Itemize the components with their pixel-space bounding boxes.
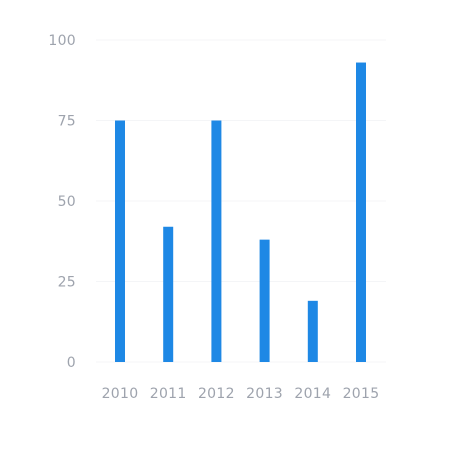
- y-tick-label-50: 50: [58, 194, 76, 210]
- bar-2012[interactable]: [211, 120, 222, 363]
- x-axis: 2010 2011 2012 2013 2014 2015: [102, 386, 380, 402]
- bar-2013[interactable]: [259, 239, 270, 362]
- y-axis: 0 25 50 75 100: [48, 33, 76, 371]
- bar-2011[interactable]: [163, 226, 174, 362]
- y-tick-label-0: 0: [67, 355, 76, 371]
- bar-2015[interactable]: [356, 62, 366, 362]
- gridlines: [96, 39, 386, 363]
- x-tick-label-2012: 2012: [198, 386, 235, 402]
- x-tick-label-2015: 2015: [343, 386, 380, 402]
- y-tick-label-75: 75: [58, 114, 76, 130]
- x-tick-label-2011: 2011: [150, 386, 187, 402]
- x-tick-label-2014: 2014: [294, 386, 331, 402]
- y-tick-label-100: 100: [48, 33, 76, 49]
- x-tick-label-2013: 2013: [246, 386, 283, 402]
- bar-2010[interactable]: [115, 120, 125, 363]
- y-tick-label-25: 25: [58, 275, 76, 291]
- bars: [115, 62, 366, 363]
- bar-2014[interactable]: [307, 300, 318, 362]
- x-tick-label-2010: 2010: [102, 386, 139, 402]
